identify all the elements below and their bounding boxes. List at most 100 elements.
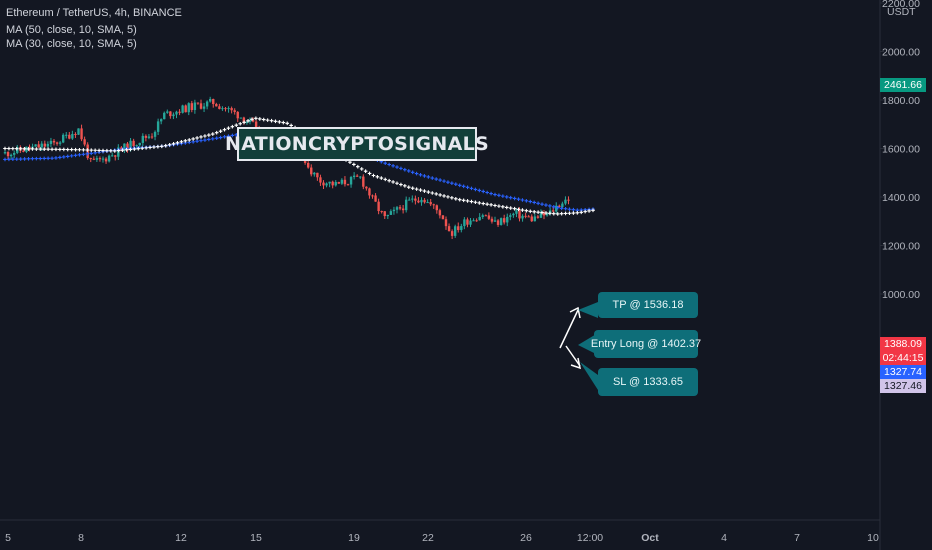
candle-body xyxy=(248,119,252,122)
ma-white-point xyxy=(540,210,544,215)
candle-body xyxy=(184,105,187,113)
tp-arrow-shaft xyxy=(559,309,579,349)
ma-blue-point xyxy=(528,199,533,204)
entry-long-callout[interactable]: Entry Long @ 1402.37 xyxy=(591,330,701,358)
ma-white-point xyxy=(567,211,572,216)
ma-white-point xyxy=(555,212,560,216)
ma-blue-point xyxy=(501,194,505,198)
ma-white-point xyxy=(7,146,11,151)
ma-blue-point xyxy=(446,180,450,184)
x-tick-label: 8 xyxy=(78,532,84,544)
candle-body xyxy=(404,199,408,211)
ma-white-point xyxy=(242,120,246,125)
ma-blue-point xyxy=(230,133,235,138)
ma-white-point xyxy=(579,210,584,215)
ma-white-point xyxy=(128,147,133,152)
candle-body xyxy=(251,119,255,122)
price-axis[interactable]: 800.001000.001200.001400.001600.001800.0… xyxy=(880,0,920,350)
ma-blue-point xyxy=(26,157,31,161)
candle-body xyxy=(233,110,236,112)
ma-white-point xyxy=(171,141,176,146)
ma-blue-point xyxy=(457,183,462,188)
candle-body xyxy=(438,210,442,216)
ma-white-point xyxy=(469,199,474,204)
ma-white-point xyxy=(77,147,82,152)
ma-blue-point xyxy=(422,174,427,178)
ma-white-point xyxy=(356,164,360,169)
candle-body xyxy=(444,219,448,227)
symbol-title[interactable]: Ethereum / TetherUS, 4h, BINANCE xyxy=(6,7,182,19)
candle-body xyxy=(126,143,129,151)
candle-body xyxy=(163,112,166,120)
ma-blue-point xyxy=(85,152,90,156)
ma-white-point xyxy=(367,171,372,176)
candle-body xyxy=(558,205,561,207)
ma-white-point xyxy=(203,134,207,138)
ma-blue-point xyxy=(50,156,54,161)
ma-blue-point xyxy=(46,156,50,161)
ma-white-point xyxy=(359,167,364,171)
ma-blue-point xyxy=(210,137,215,141)
plot-area[interactable] xyxy=(0,0,880,520)
candle-body xyxy=(156,121,160,132)
ma-white-point xyxy=(81,148,86,152)
stop-loss-callout[interactable]: SL @ 1333.65 xyxy=(598,368,698,396)
candle-body xyxy=(401,208,405,211)
candle-body xyxy=(515,210,518,214)
ma-white-point xyxy=(375,174,380,179)
candle-body xyxy=(58,142,62,144)
ma-white-point xyxy=(352,162,356,167)
ma-white-point xyxy=(504,205,509,210)
ma-white-point xyxy=(199,135,203,139)
candle-countdown: 02:44:15 xyxy=(880,351,926,365)
x-tick-label: 4 xyxy=(721,532,727,544)
candle-body xyxy=(518,210,521,219)
candle-body xyxy=(254,121,258,128)
candle-body xyxy=(71,133,74,139)
candle-body xyxy=(83,139,86,145)
take-profit-callout[interactable]: TP @ 1536.18 xyxy=(598,292,698,318)
y-tick-label: 1800.00 xyxy=(882,95,920,107)
ma-white-point xyxy=(520,208,525,212)
entry-callout-pointer xyxy=(578,333,598,355)
indicator-ma-30-legend[interactable]: MA (30, close, 10, SMA, 5) xyxy=(6,38,137,50)
candle-body xyxy=(46,143,50,147)
ma-white-point xyxy=(383,177,388,182)
candle-body xyxy=(322,182,325,186)
candle-body xyxy=(389,211,393,215)
ma-white-point xyxy=(54,147,58,152)
x-tick-label: Oct xyxy=(641,532,659,544)
ma-blue-point xyxy=(73,153,78,158)
candle-body xyxy=(245,121,249,123)
ma-blue-point xyxy=(195,139,199,144)
candle-body xyxy=(496,220,500,225)
candle-body xyxy=(539,212,543,218)
indicator-ma-50-legend[interactable]: MA (50, close, 10, SMA, 5) xyxy=(6,24,137,36)
candle-body xyxy=(506,216,509,223)
ma-white-point xyxy=(548,211,552,216)
candle-body xyxy=(484,215,488,217)
ma-white-point xyxy=(497,204,501,208)
candle-body xyxy=(432,204,435,206)
time-axis[interactable]: 5 8 12 15 19 22 26 12:00 Oct 4 7 10 xyxy=(5,532,879,544)
ma-white-point xyxy=(559,211,564,216)
ma-white-point xyxy=(391,180,395,184)
candle-body xyxy=(380,211,383,213)
candle-body xyxy=(123,143,126,151)
ma-white-point xyxy=(218,129,223,133)
candle-body xyxy=(481,215,484,217)
candle-body xyxy=(12,152,16,155)
ma-white-point xyxy=(191,137,195,141)
candle-body xyxy=(49,140,53,144)
ma-white-point xyxy=(563,211,568,216)
ma-white-point xyxy=(544,211,548,215)
ma-blue-point xyxy=(387,162,391,167)
ma-blue-point xyxy=(559,206,564,211)
candle-body xyxy=(9,154,13,157)
ma-blue-point xyxy=(214,136,219,141)
ma-white-point xyxy=(14,146,19,151)
price-tag-top: 2461.66 xyxy=(880,78,926,92)
x-tick-label: 5 xyxy=(5,532,11,544)
candle-body xyxy=(472,220,475,222)
